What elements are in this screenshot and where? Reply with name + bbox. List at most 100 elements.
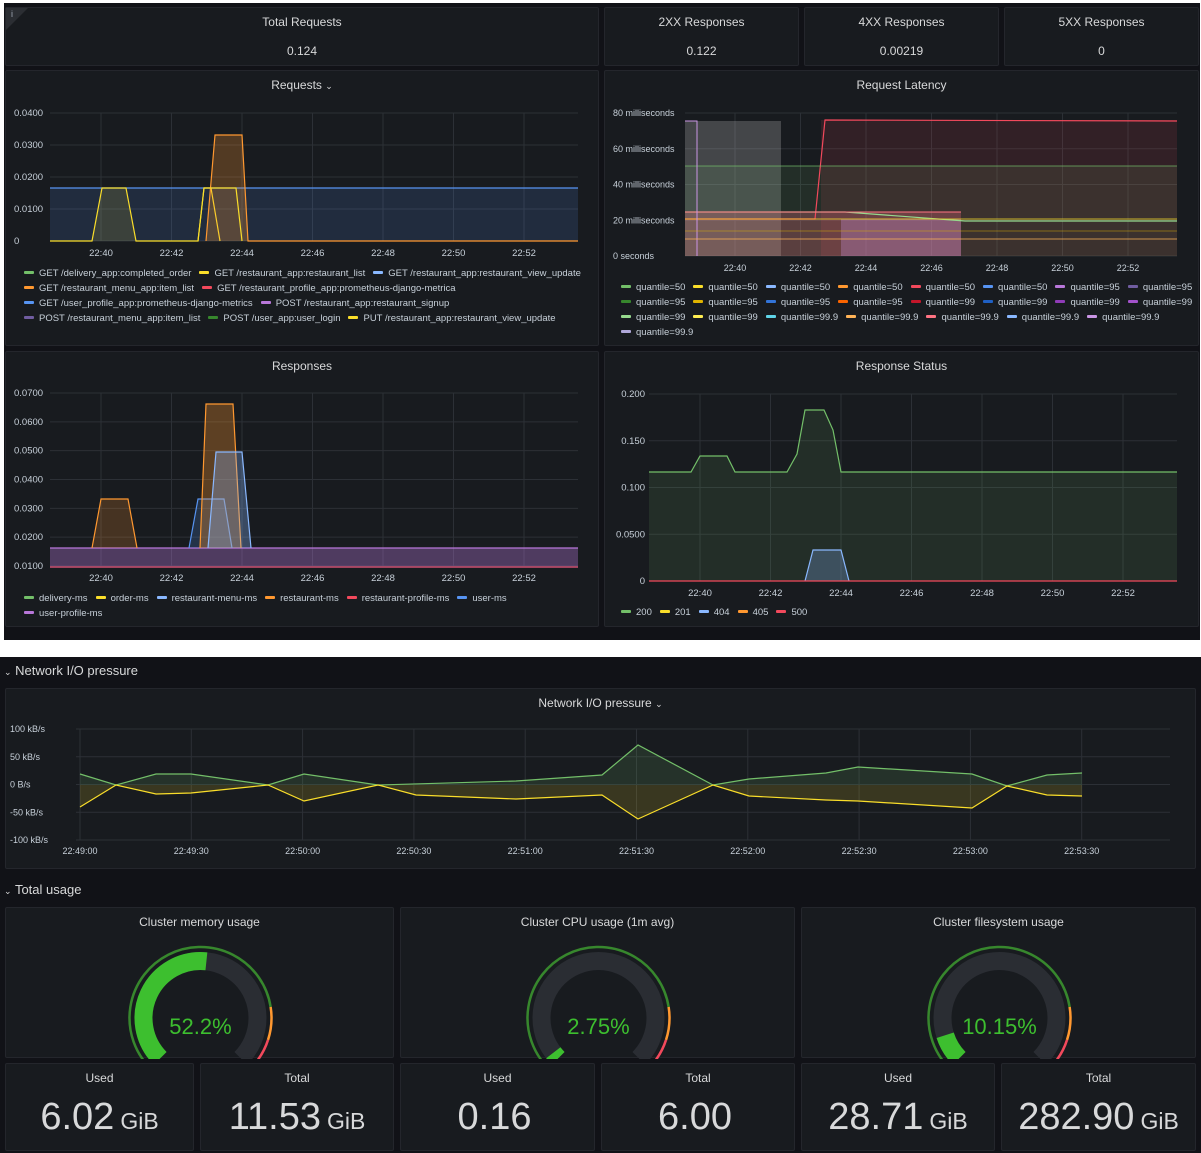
- legend-item[interactable]: restaurant-ms: [265, 591, 339, 606]
- legend-item[interactable]: restaurant-profile-ms: [346, 591, 449, 606]
- y-axis: 0.0700 0.0600 0.0500 0.0400 0.0300 0.0200 0.01…: [14, 388, 578, 572]
- info-icon[interactable]: i: [6, 8, 28, 30]
- stat-cpu-used[interactable]: Used 0.16: [400, 1063, 595, 1151]
- legend-item[interactable]: quantile=99: [910, 295, 975, 310]
- legend-item[interactable]: quantile=50: [693, 280, 758, 295]
- y-tick-label: 80 milliseconds: [613, 108, 675, 118]
- legend-item[interactable]: quantile=50: [621, 280, 685, 295]
- legend-item[interactable]: quantile=99: [983, 295, 1047, 310]
- panel-request-latency[interactable]: Request Latency 80 milliseconds 60 millis…: [604, 70, 1199, 346]
- legend-item[interactable]: delivery-ms: [24, 591, 88, 606]
- panel-title: Used: [85, 1071, 114, 1085]
- series-menu-line: [207, 451, 252, 549]
- stat-big-value: 282.90 GiB: [1002, 1096, 1195, 1139]
- legend-item[interactable]: 200: [621, 605, 652, 620]
- legend-item[interactable]: quantile=95: [765, 295, 830, 310]
- gauge-track: [933, 952, 1066, 1059]
- panel-gauge-memory[interactable]: Cluster memory usage 52.2%: [5, 907, 394, 1059]
- chevron-down-icon[interactable]: ⌄: [4, 886, 12, 896]
- chevron-down-icon[interactable]: ⌄: [4, 667, 12, 677]
- legend-item[interactable]: POST /user_app:user_login: [208, 311, 340, 326]
- legend-item[interactable]: quantile=99.9: [1087, 310, 1159, 325]
- panel-response-status[interactable]: Response Status 0.200 0.150 0.100 0.0500 0 2…: [604, 351, 1199, 627]
- legend-item[interactable]: 405: [737, 605, 768, 620]
- legend-item[interactable]: GET /restaurant_app:restaurant_view_upda…: [373, 266, 581, 281]
- series-peak-line: [199, 403, 242, 549]
- panel-network-io[interactable]: Network I/O pressure ⌄ 100 kB/s 50 kB/s 0 …: [5, 688, 1196, 869]
- row-network-io[interactable]: ⌄ Network I/O pressure: [4, 663, 138, 678]
- legend-item[interactable]: quantile=50: [838, 280, 903, 295]
- panel-gauge-filesystem[interactable]: Cluster filesystem usage 10.15%: [801, 907, 1196, 1059]
- legend-item[interactable]: GET /delivery_app:completed_order: [24, 266, 191, 281]
- legend-swatch: [1055, 299, 1066, 303]
- latency-chart: 80 milliseconds 60 milliseconds 40 millise…: [613, 108, 1178, 273]
- stat-filesystem-used[interactable]: Used 28.71 GiB: [801, 1063, 995, 1151]
- legend-swatch: [776, 609, 787, 613]
- legend-swatch: [199, 270, 210, 274]
- legend-label: quantile=50: [636, 282, 686, 293]
- legend-item[interactable]: GET /restaurant_profile_app:prometheus-d…: [202, 281, 456, 296]
- legend-item[interactable]: quantile=99: [693, 310, 758, 325]
- stat-4xx[interactable]: 4XX Responses 0.00219: [804, 7, 999, 66]
- panel-responses[interactable]: Responses 0.0700 0.0600 0.0500 0.0400 0.0300…: [5, 351, 599, 627]
- x-tick-label: 22:42: [759, 588, 783, 599]
- panel-title-text: Network I/O pressure: [538, 696, 652, 710]
- legend-item[interactable]: 201: [659, 605, 691, 620]
- cpu-gauge: 2.75%: [526, 945, 671, 1059]
- legend-item[interactable]: quantile=50: [983, 280, 1047, 295]
- stat-total-requests[interactable]: i Total Requests 0.124: [5, 7, 599, 66]
- stat-cpu-total[interactable]: Total 6.00: [601, 1063, 795, 1151]
- legend-swatch: [621, 609, 631, 613]
- stat-2xx[interactable]: 2XX Responses 0.122: [604, 7, 799, 66]
- stat-value: 0.122: [686, 44, 717, 58]
- panel-gauge-cpu[interactable]: Cluster CPU usage (1m avg) 2.75%: [400, 907, 795, 1059]
- legend-label: quantile=95: [1142, 282, 1193, 293]
- legend-swatch: [838, 299, 849, 303]
- legend-item[interactable]: order-ms: [95, 591, 149, 606]
- panel-title[interactable]: Requests ⌄: [6, 78, 598, 92]
- legend-item[interactable]: user-profile-ms: [24, 606, 102, 621]
- legend-item[interactable]: quantile=95: [838, 295, 903, 310]
- legend-item[interactable]: quantile=99.9: [621, 325, 693, 340]
- legend-item[interactable]: quantile=99: [1055, 295, 1120, 310]
- stat-memory-used[interactable]: Used 6.02 GiB: [5, 1063, 194, 1151]
- legend-item[interactable]: quantile=99.9: [1006, 310, 1079, 325]
- legend-swatch: [260, 300, 271, 304]
- legend-item[interactable]: quantile=99.9: [846, 310, 918, 325]
- legend-item[interactable]: GET /user_profile_app:prometheus-django-…: [24, 296, 253, 311]
- chevron-down-icon[interactable]: ⌄: [325, 81, 333, 91]
- chevron-down-icon[interactable]: ⌄: [655, 699, 663, 709]
- legend-item[interactable]: GET /restaurant_menu_app:item_list: [24, 281, 194, 296]
- legend-item[interactable]: quantile=95: [1055, 280, 1120, 295]
- legend-item[interactable]: quantile=95: [693, 295, 758, 310]
- legend-item[interactable]: quantile=99.9: [926, 310, 999, 325]
- stat-memory-total[interactable]: Total 11.53 GiB: [200, 1063, 394, 1151]
- row-total-usage[interactable]: ⌄ Total usage: [4, 882, 81, 897]
- panel-title[interactable]: Network I/O pressure ⌄: [6, 696, 1195, 710]
- series-base-fill: [50, 548, 578, 568]
- legend-swatch: [983, 284, 994, 288]
- legend-item[interactable]: GET /restaurant_app:restaurant_list: [199, 266, 365, 281]
- x-axis: 22:40 22:42 22:44 22:46 22:48 22:50 22:52: [89, 113, 536, 259]
- legend-item[interactable]: 404: [698, 605, 730, 620]
- value-unit: GiB: [120, 1108, 159, 1134]
- legend-item[interactable]: restaurant-menu-ms: [156, 591, 257, 606]
- panel-requests[interactable]: Requests ⌄ 0.0400 0.0300 0.0200 0.0100 0 22:…: [5, 70, 599, 346]
- legend-label: order-ms: [110, 593, 149, 604]
- gauge-threshold-orange: [266, 1006, 273, 1041]
- legend-item[interactable]: user-ms: [457, 591, 507, 606]
- legend-item[interactable]: PUT /restaurant_app:restaurant_view_upda…: [348, 311, 556, 326]
- legend-item[interactable]: quantile=99: [1127, 295, 1192, 310]
- legend-item[interactable]: quantile=50: [765, 280, 830, 295]
- legend-item[interactable]: POST /restaurant_menu_app:item_list: [24, 311, 200, 326]
- stat-filesystem-total[interactable]: Total 282.90 GiB: [1001, 1063, 1196, 1151]
- stat-5xx[interactable]: 5XX Responses 0: [1004, 7, 1199, 66]
- legend-item[interactable]: quantile=99: [621, 310, 685, 325]
- legend-item[interactable]: quantile=95: [1127, 280, 1193, 295]
- legend-item[interactable]: quantile=99.9: [765, 310, 838, 325]
- x-tick-label: 22:48: [970, 588, 994, 599]
- legend-item[interactable]: POST /restaurant_app:restaurant_signup: [260, 296, 449, 311]
- legend-item[interactable]: 500: [776, 605, 807, 620]
- legend-item[interactable]: quantile=50: [910, 280, 975, 295]
- legend-item[interactable]: quantile=95: [621, 295, 685, 310]
